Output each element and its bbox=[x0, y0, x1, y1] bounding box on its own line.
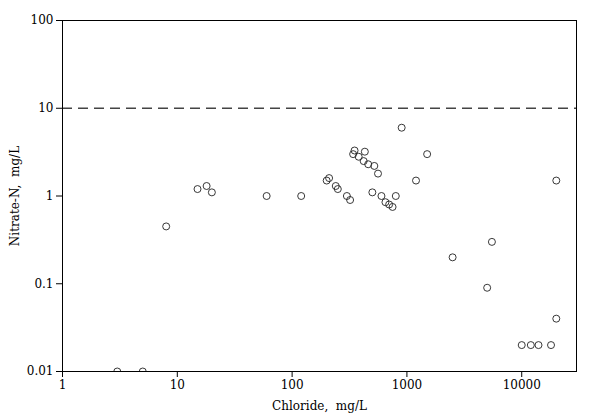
svg-text:100: 100 bbox=[281, 378, 304, 392]
svg-text:1: 1 bbox=[46, 189, 54, 203]
svg-text:1000: 1000 bbox=[392, 378, 423, 392]
svg-text:0.01: 0.01 bbox=[27, 364, 54, 378]
svg-text:0.1: 0.1 bbox=[34, 277, 53, 291]
svg-text:10000: 10000 bbox=[503, 378, 541, 392]
svg-text:10: 10 bbox=[170, 378, 185, 392]
svg-text:Nitrate-N, mg/L: Nitrate-N, mg/L bbox=[8, 146, 22, 246]
svg-text:100: 100 bbox=[31, 13, 54, 27]
svg-text:Chloride, mg/L: Chloride, mg/L bbox=[272, 399, 367, 413]
svg-text:1: 1 bbox=[59, 378, 67, 392]
svg-text:10: 10 bbox=[38, 101, 53, 115]
